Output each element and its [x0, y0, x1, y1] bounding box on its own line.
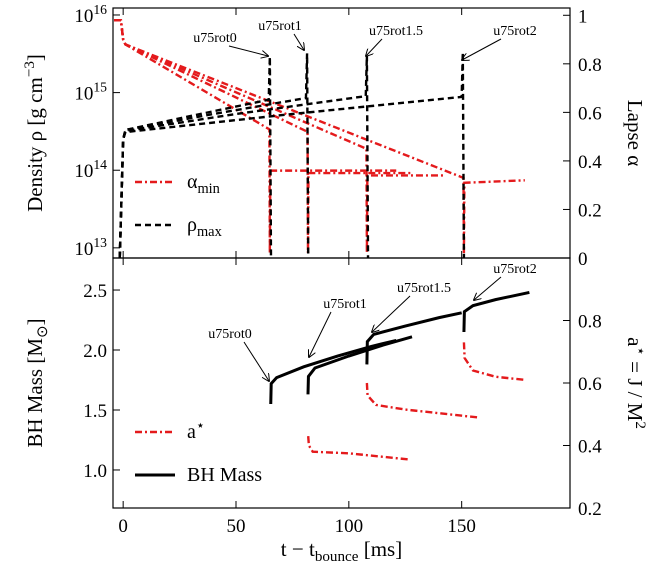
annotation: u75rot1.5 — [397, 281, 451, 296]
data-line — [269, 338, 397, 405]
data-line — [118, 52, 466, 258]
y2-axis-label: Lapse α — [623, 100, 647, 166]
annotation: u75rot2 — [493, 24, 537, 39]
x-tick-label: 150 — [447, 516, 476, 537]
data-line — [307, 436, 410, 461]
data-line — [365, 382, 478, 419]
y2-axis-label: a⋆ = J / M2​ — [623, 337, 648, 429]
annotation: u75rot1 — [258, 19, 302, 34]
y-tick-label: 1013​ — [74, 235, 107, 260]
y2-tick-label: 0.4 — [578, 437, 602, 458]
y2-tick-label: 0.2 — [578, 200, 602, 221]
annotation-arrow — [243, 341, 269, 381]
y-tick-label: 1.0 — [83, 461, 107, 482]
legend-label: ρmax​ — [187, 214, 223, 240]
y-axis-label: Density ρ [g cm−3] — [22, 54, 47, 212]
annotation: u75rot1.5 — [369, 24, 423, 39]
annotation-arrow — [372, 295, 411, 332]
y2-tick-label: 0.8 — [578, 312, 602, 333]
data-line — [462, 290, 530, 333]
panel: 0 50 100 150 1.0 1.5 2.0 2.5 0.2 0.4 0.6 0.8 BH Mass… — [23, 257, 648, 565]
annotation: u75rot0 — [193, 31, 237, 46]
data-line — [118, 53, 310, 258]
x-axis-label: t − tbounce [ms] — [281, 537, 402, 565]
y2-tick-label: 0 — [578, 249, 588, 270]
y-tick-label: 1015​ — [74, 80, 107, 105]
y-axis-label: BH Mass [M⊙] — [23, 318, 51, 447]
annotation-arrow — [228, 45, 268, 56]
annotation-arrow — [474, 276, 502, 300]
y2-tick-label: 0.4 — [578, 152, 602, 173]
data-line — [462, 342, 525, 382]
x-tick-label: 100 — [335, 516, 364, 537]
y-tick-label: 1016​ — [74, 2, 107, 27]
y-tick-label: 1.5 — [83, 401, 107, 422]
plot-lines — [114, 18, 525, 258]
y-tick-label: 1014​ — [74, 157, 107, 182]
data-line — [118, 55, 370, 258]
panel: 1013​ 1014​ 1015​ 1016​ 0 0.2 0.4 0.6 0.8 1 Densit… — [22, 2, 647, 270]
plot-frame — [112, 7, 571, 259]
data-line — [365, 311, 462, 365]
legend-label: a⋆​ — [187, 418, 205, 443]
x-tick-label: 0 — [118, 516, 128, 537]
y2-tick-label: 0.2 — [578, 499, 602, 520]
data-line — [118, 56, 273, 258]
annotation-arrow — [293, 33, 304, 50]
annotation: u75rot0 — [208, 327, 252, 342]
y2-tick-label: 0.6 — [578, 103, 602, 124]
plot-lines — [269, 290, 530, 461]
legend-label: αmin​ — [187, 171, 220, 197]
plot-frame — [112, 257, 571, 509]
legend-label: BH Mass — [187, 464, 262, 486]
annotation: u75rot1 — [323, 297, 367, 312]
y2-tick-label: 0.8 — [578, 55, 602, 76]
y-tick-label: 2.0 — [83, 341, 107, 362]
y-tick-label: 2.5 — [83, 281, 107, 302]
y2-tick-label: 0.6 — [578, 374, 602, 395]
annotation: u75rot2 — [493, 262, 537, 277]
annotation-arrow — [462, 38, 502, 60]
data-line — [306, 335, 413, 395]
x-tick-label: 50 — [226, 516, 245, 537]
y2-tick-label: 1 — [578, 6, 588, 27]
data-line — [114, 18, 444, 254]
data-line — [114, 18, 397, 254]
annotation-arrow — [366, 38, 383, 56]
annotation-arrow — [309, 311, 332, 357]
